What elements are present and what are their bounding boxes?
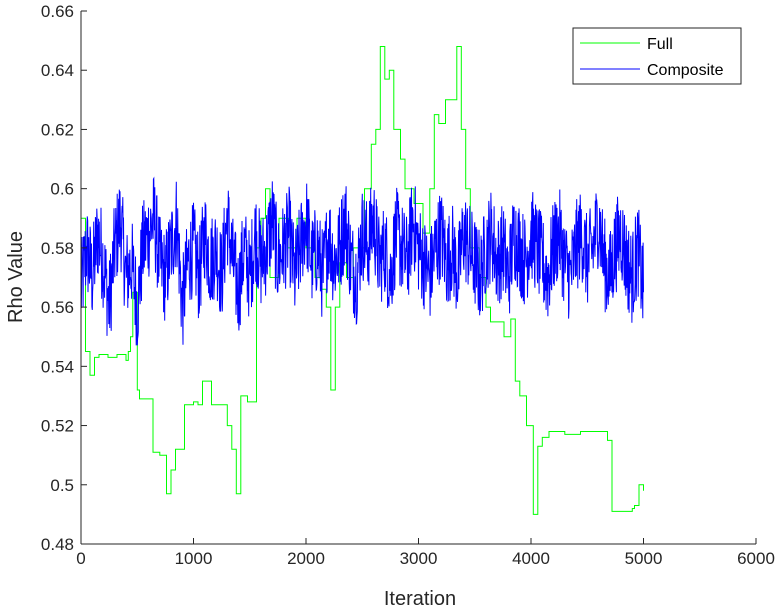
- y-tick-label: 0.48: [41, 535, 74, 554]
- y-tick-label: 0.6: [50, 180, 74, 199]
- y-tick-label: 0.58: [41, 239, 74, 258]
- x-ticks: 0 1000 2000 3000 4000 5000 6000: [76, 538, 775, 568]
- y-tick-label: 0.64: [41, 61, 74, 80]
- y-tick-label: 0.56: [41, 298, 74, 317]
- legend-label-full: Full: [647, 36, 673, 53]
- y-tick-label: 0.52: [41, 417, 74, 436]
- y-tick-label: 0.5: [50, 476, 74, 495]
- x-tick-label: 2000: [287, 549, 325, 568]
- x-tick-label: 1000: [175, 549, 213, 568]
- series-line-composite: [80, 176, 644, 346]
- x-tick-label: 5000: [625, 549, 663, 568]
- x-tick-label: 0: [76, 549, 85, 568]
- y-axis-label: Rho Value: [5, 231, 27, 323]
- legend: Full Composite: [572, 27, 742, 85]
- x-tick-label: 6000: [737, 549, 775, 568]
- y-tick-label: 0.54: [41, 357, 74, 376]
- legend-box: [572, 27, 742, 85]
- series-line-full: [81, 46, 644, 515]
- x-tick-label: 4000: [512, 549, 550, 568]
- legend-label-composite: Composite: [647, 62, 724, 79]
- y-tick-label: 0.66: [41, 2, 74, 21]
- y-ticks: 0.48 0.5 0.52 0.54 0.56 0.58 0.6 0.62 0.64 0.66: [41, 2, 87, 554]
- series-layer: [80, 46, 644, 515]
- x-axis-label: Iteration: [384, 588, 456, 608]
- x-tick-label: 3000: [400, 549, 438, 568]
- y-tick-label: 0.62: [41, 120, 74, 139]
